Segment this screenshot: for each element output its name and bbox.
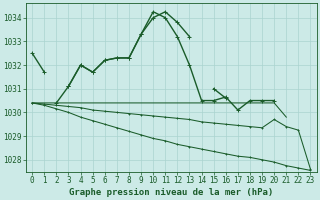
X-axis label: Graphe pression niveau de la mer (hPa): Graphe pression niveau de la mer (hPa) — [69, 188, 274, 197]
